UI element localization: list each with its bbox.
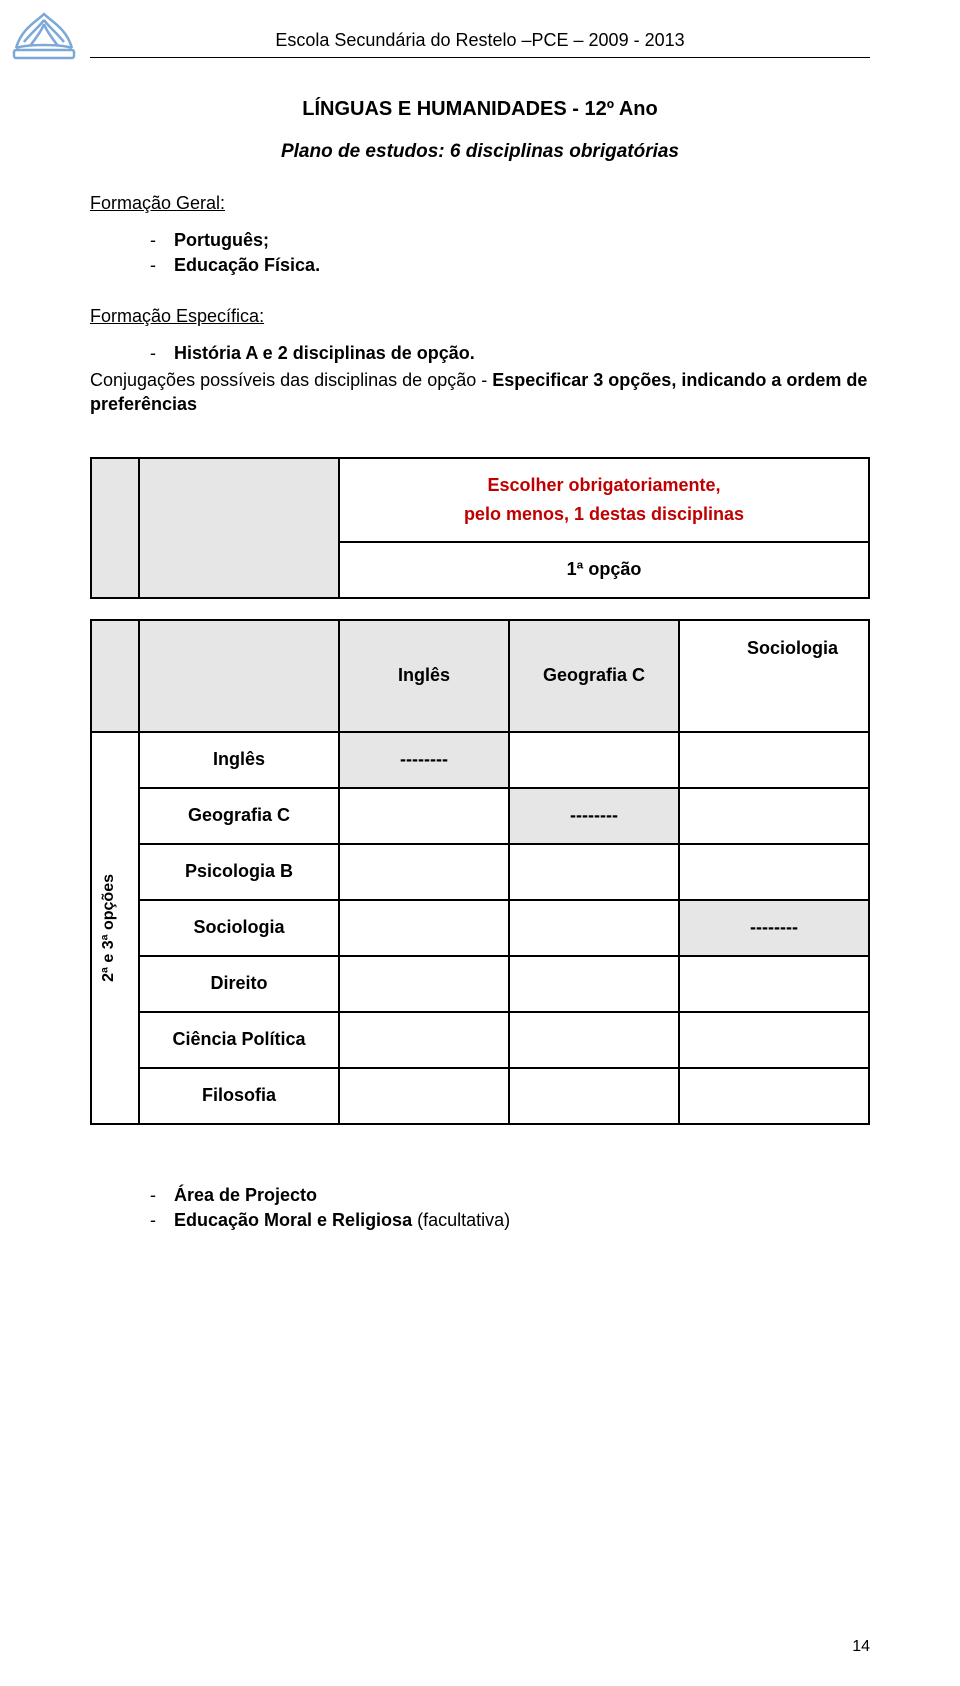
dash-cell: -------- bbox=[679, 900, 869, 956]
cell bbox=[339, 844, 509, 900]
formacao-especifica-label: Formação Específica: bbox=[90, 306, 870, 327]
col-header-ingles: Inglês bbox=[339, 620, 509, 732]
cell bbox=[679, 1068, 869, 1124]
cell bbox=[679, 1012, 869, 1068]
school-logo bbox=[12, 8, 76, 67]
cell-blank bbox=[91, 620, 139, 732]
fe-item: História A e 2 disciplinas de opção. bbox=[174, 343, 475, 363]
cell bbox=[509, 900, 679, 956]
rot-label-cell: 2ª e 3ª opções bbox=[91, 732, 139, 1124]
cell bbox=[339, 788, 509, 844]
formacao-geral-list: Português; Educação Física. bbox=[150, 230, 870, 276]
cell bbox=[679, 732, 869, 788]
dash-cell: -------- bbox=[509, 788, 679, 844]
footer-item: Área de Projecto bbox=[174, 1185, 317, 1205]
cell-blank bbox=[91, 458, 139, 598]
cell bbox=[339, 1068, 509, 1124]
escolher-line2: pelo menos, 1 destas disciplinas bbox=[348, 504, 860, 525]
row-label: Ciência Política bbox=[139, 1012, 339, 1068]
col-header-geografia: Geografia C bbox=[509, 620, 679, 732]
cell bbox=[509, 844, 679, 900]
row-label: Geografia C bbox=[139, 788, 339, 844]
cell bbox=[339, 1012, 509, 1068]
footer-paren: (facultativa) bbox=[417, 1210, 510, 1230]
footer-item: Educação Moral e Religiosa bbox=[174, 1210, 412, 1230]
page-header: Escola Secundária do Restelo –PCE – 2009… bbox=[90, 30, 870, 58]
cell-blank bbox=[679, 676, 869, 732]
cell bbox=[509, 956, 679, 1012]
row-label: Direito bbox=[139, 956, 339, 1012]
cell bbox=[679, 956, 869, 1012]
footer-list: Área de Projecto Educação Moral e Religi… bbox=[150, 1185, 870, 1231]
formacao-especifica-list: História A e 2 disciplinas de opção. bbox=[150, 343, 870, 364]
cell bbox=[509, 1012, 679, 1068]
options-matrix-table: Inglês Geografia C Sociologia 2ª e 3ª op… bbox=[90, 619, 870, 1125]
cell bbox=[509, 732, 679, 788]
course-title: LÍNGUAS E HUMANIDADES - 12º Ano bbox=[90, 98, 870, 121]
escolher-line1: Escolher obrigatoriamente, bbox=[348, 475, 860, 496]
course-subtitle: Plano de estudos: 6 disciplinas obrigató… bbox=[90, 141, 870, 163]
cell bbox=[509, 1068, 679, 1124]
fg-item: Português; bbox=[174, 230, 269, 250]
formacao-geral-label: Formação Geral: bbox=[90, 193, 870, 214]
row-label: Sociologia bbox=[139, 900, 339, 956]
conjug-paragraph: Conjugações possíveis das disciplinas de… bbox=[90, 368, 870, 417]
cell-blank bbox=[139, 458, 339, 598]
rot-label: 2ª e 3ª opções bbox=[100, 874, 118, 982]
cell-blank bbox=[139, 620, 339, 732]
cell bbox=[679, 788, 869, 844]
conjug-text: Conjugações possíveis das disciplinas de… bbox=[90, 370, 492, 390]
row-label: Psicologia B bbox=[139, 844, 339, 900]
cell bbox=[679, 844, 869, 900]
primeira-opcao-cell: 1ª opção bbox=[339, 542, 869, 598]
escolher-cell: Escolher obrigatoriamente, pelo menos, 1… bbox=[339, 458, 869, 542]
page-number: 14 bbox=[852, 1638, 870, 1656]
row-label: Filosofia bbox=[139, 1068, 339, 1124]
cell bbox=[339, 956, 509, 1012]
col-header-sociologia: Sociologia bbox=[679, 620, 869, 676]
options-header-table: Escolher obrigatoriamente, pelo menos, 1… bbox=[90, 457, 870, 599]
row-label: Inglês bbox=[139, 732, 339, 788]
fg-item: Educação Física. bbox=[174, 255, 320, 275]
cell bbox=[339, 900, 509, 956]
dash-cell: -------- bbox=[339, 732, 509, 788]
